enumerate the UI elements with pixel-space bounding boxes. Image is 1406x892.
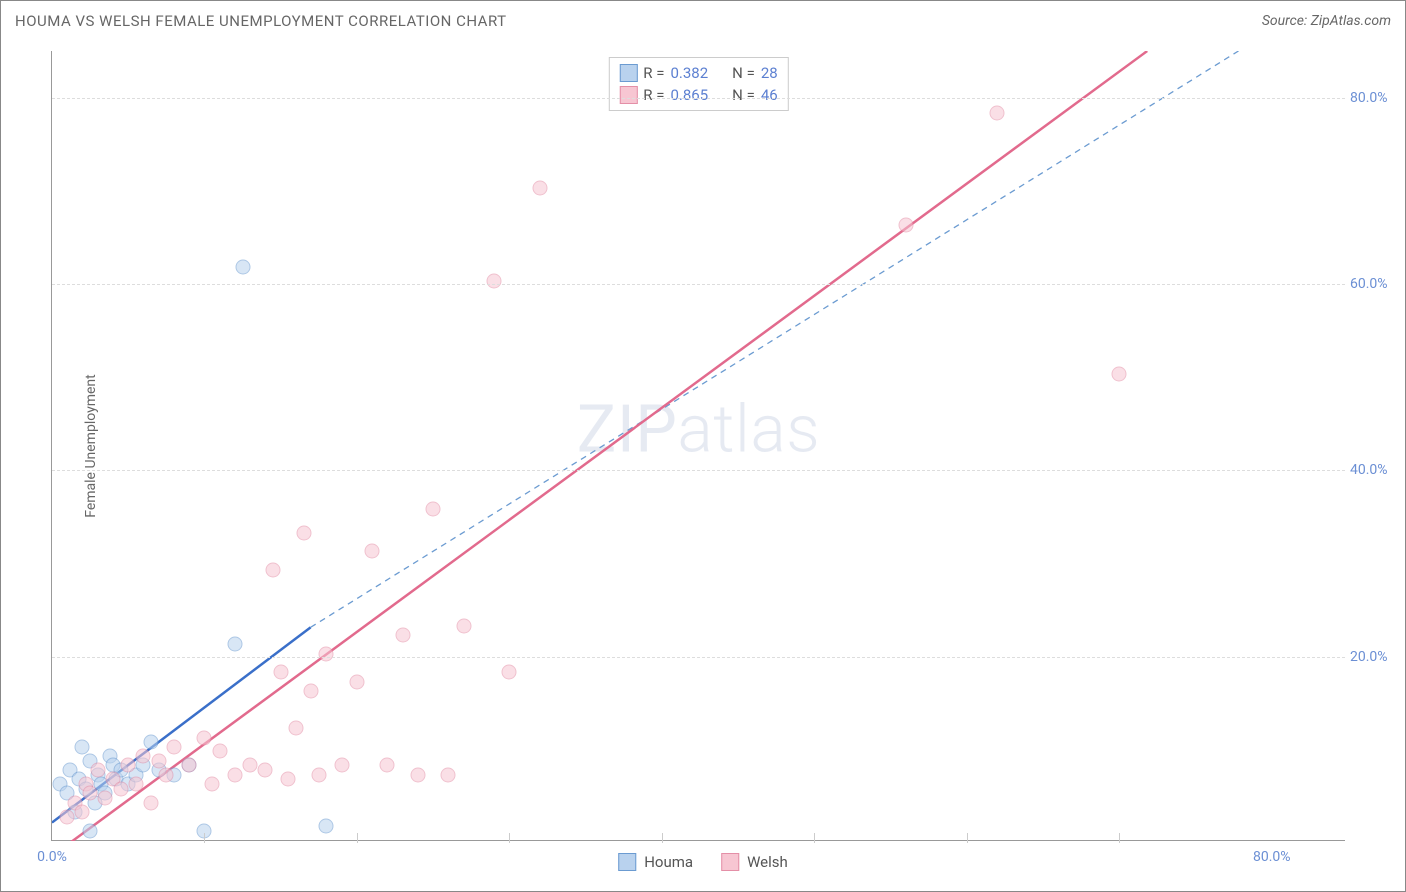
scatter-point	[83, 786, 98, 801]
scatter-point	[258, 763, 273, 778]
scatter-point	[296, 525, 311, 540]
scatter-point	[197, 730, 212, 745]
scatter-point	[98, 791, 113, 806]
scatter-point	[205, 777, 220, 792]
scatter-point	[159, 767, 174, 782]
scatter-point	[487, 273, 502, 288]
scatter-point	[75, 739, 90, 754]
x-tick-mark	[814, 833, 815, 843]
scatter-point	[227, 637, 242, 652]
scatter-point	[334, 758, 349, 773]
legend-label: Houma	[644, 853, 693, 871]
gridline-horizontal	[52, 284, 1345, 285]
gridline-horizontal	[52, 98, 1345, 99]
x-tick-mark	[1119, 833, 1120, 843]
scatter-point	[235, 259, 250, 274]
scatter-point	[151, 753, 166, 768]
legend-item: Houma	[618, 853, 693, 871]
x-tick-mark	[204, 833, 205, 843]
scatter-point	[304, 683, 319, 698]
y-tick-label: 80.0%	[1350, 90, 1400, 106]
scatter-point	[380, 758, 395, 773]
scatter-point	[502, 665, 517, 680]
scatter-point	[1112, 367, 1127, 382]
gridline-horizontal	[52, 657, 1345, 658]
scatter-point	[243, 758, 258, 773]
scatter-point	[365, 544, 380, 559]
scatter-point	[75, 805, 90, 820]
scatter-point	[212, 744, 227, 759]
scatter-point	[441, 767, 456, 782]
y-tick-label: 60.0%	[1350, 276, 1400, 292]
scatter-point	[227, 767, 242, 782]
legend-swatch	[618, 853, 636, 871]
scatter-point	[288, 721, 303, 736]
chart-title: HOUMA VS WELSH FEMALE UNEMPLOYMENT CORRE…	[15, 12, 507, 30]
scatter-point	[90, 763, 105, 778]
y-tick-label: 40.0%	[1350, 462, 1400, 478]
scatter-point	[395, 628, 410, 643]
scatter-point	[532, 180, 547, 195]
x-tick-label: 80.0%	[1253, 849, 1291, 865]
scatter-point	[281, 772, 296, 787]
scatter-point	[990, 106, 1005, 121]
scatter-point	[166, 739, 181, 754]
scatter-point	[898, 218, 913, 233]
scatter-point	[144, 735, 159, 750]
gridline-horizontal	[52, 470, 1345, 471]
scatter-point	[113, 781, 128, 796]
x-tick-mark	[967, 833, 968, 843]
source-citation: Source: ZipAtlas.com	[1262, 13, 1391, 29]
scatter-point	[60, 809, 75, 824]
scatter-point	[319, 646, 334, 661]
legend-item: Welsh	[721, 853, 788, 871]
scatter-point	[456, 618, 471, 633]
scatter-point	[128, 777, 143, 792]
x-tick-mark	[662, 833, 663, 843]
x-tick-mark	[357, 833, 358, 843]
scatter-point	[182, 758, 197, 773]
y-tick-label: 20.0%	[1350, 649, 1400, 665]
scatter-points-layer	[52, 51, 1345, 840]
scatter-point	[121, 758, 136, 773]
scatter-point	[136, 749, 151, 764]
legend-label: Welsh	[747, 853, 788, 871]
scatter-point	[144, 795, 159, 810]
scatter-point	[426, 502, 441, 517]
scatter-point	[410, 767, 425, 782]
scatter-point	[273, 665, 288, 680]
scatter-point	[266, 562, 281, 577]
chart-plot-area: ZIPatlas R = 0.382N = 28R = 0.865N = 46 …	[51, 51, 1345, 841]
x-tick-mark	[509, 833, 510, 843]
scatter-point	[83, 823, 98, 838]
series-legend: Houma Welsh	[618, 853, 788, 871]
x-tick-label: 0.0%	[37, 849, 67, 865]
scatter-point	[349, 674, 364, 689]
legend-swatch	[721, 853, 739, 871]
scatter-point	[311, 767, 326, 782]
scatter-point	[319, 819, 334, 834]
